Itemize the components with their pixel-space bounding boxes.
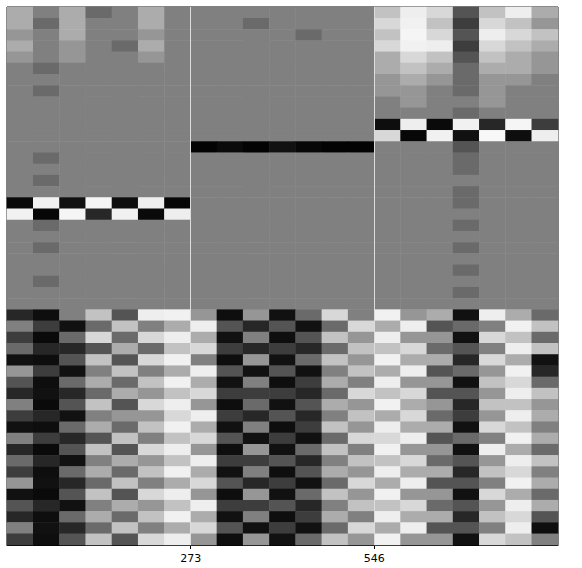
svg-text:546: 546 [364,552,385,565]
svg-text:273: 273 [180,552,201,565]
